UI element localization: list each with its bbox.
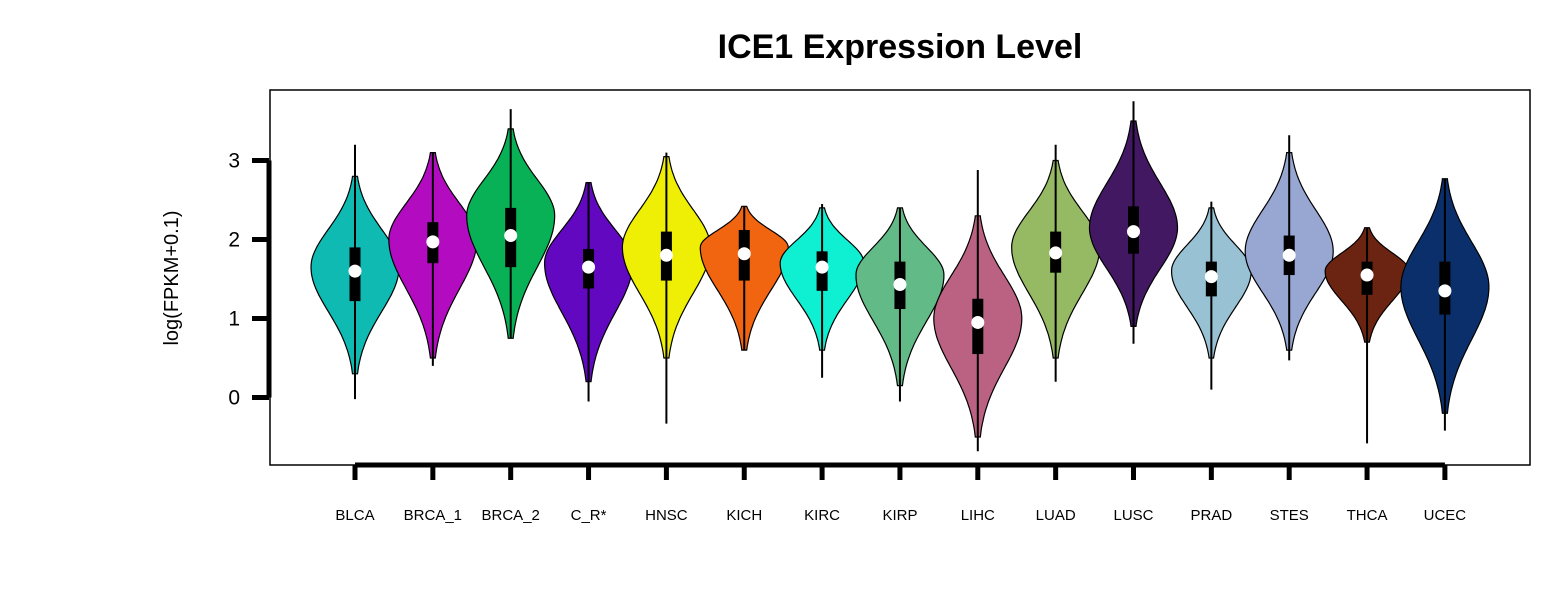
violin-median-point bbox=[582, 260, 596, 274]
chart-title: ICE1 Expression Level bbox=[718, 28, 1083, 66]
x-tick-label: THCA bbox=[1347, 507, 1388, 524]
violin-kich bbox=[699, 205, 789, 351]
x-tick-label: KIRP bbox=[882, 507, 917, 524]
violin-median-point bbox=[659, 248, 673, 262]
y-axis-label: log(FPKM+0.1) bbox=[161, 210, 183, 345]
violin-median-point bbox=[1127, 225, 1140, 239]
violin-median-point bbox=[971, 315, 985, 329]
x-tick-label: KIRC bbox=[804, 507, 840, 524]
violin-median-point bbox=[426, 235, 440, 249]
x-tick-label: LIHC bbox=[961, 507, 995, 524]
violin-median-point bbox=[348, 264, 362, 278]
violin-lihc bbox=[933, 169, 1023, 452]
y-tick-label: 2 bbox=[228, 229, 240, 252]
x-tick-label: STES bbox=[1270, 507, 1309, 524]
violin-ucec bbox=[1400, 178, 1490, 431]
violin-median-point bbox=[1360, 268, 1374, 282]
x-tick-label: LUSC bbox=[1113, 507, 1153, 524]
x-tick-label: UCEC bbox=[1424, 507, 1467, 524]
violin-luad bbox=[1011, 144, 1101, 382]
violin-kirp bbox=[855, 207, 945, 402]
violin-group bbox=[310, 101, 1490, 452]
x-axis: BLCA BRCA_1 BRCA_2 C_R* HNSC KICH KIRC KIRP LIHC… bbox=[335, 462, 1467, 524]
violin-median-point bbox=[1049, 246, 1063, 260]
x-tick-label: HNSC bbox=[645, 507, 688, 524]
x-tick-label: BLCA bbox=[335, 507, 374, 524]
violin-median-point bbox=[1282, 248, 1296, 262]
x-tick-label: BRCA_1 bbox=[404, 507, 462, 524]
y-tick-label: 3 bbox=[228, 150, 240, 173]
violin-median-point bbox=[1204, 270, 1218, 284]
violin-median-point bbox=[737, 247, 751, 261]
violin-hnsc bbox=[621, 152, 711, 424]
violin-stes bbox=[1244, 135, 1334, 361]
x-tick-label: BRCA_2 bbox=[482, 507, 540, 524]
x-tick-label: C_R* bbox=[571, 507, 607, 524]
violin-median-point bbox=[1438, 284, 1452, 298]
y-axis: 0 1 2 3 bbox=[228, 150, 272, 410]
violin-prad bbox=[1171, 201, 1252, 390]
x-tick-label: KICH bbox=[726, 507, 762, 524]
violin-blca bbox=[310, 144, 400, 400]
x-tick-label: LUAD bbox=[1036, 507, 1076, 524]
violin-brca-2 bbox=[466, 109, 556, 339]
y-tick-label: 0 bbox=[228, 387, 240, 410]
violin-kirc bbox=[779, 203, 865, 378]
violin-brca-1 bbox=[388, 152, 478, 366]
violin-lusc bbox=[1088, 101, 1179, 344]
violin-median-point bbox=[504, 229, 518, 243]
violin-c-r- bbox=[544, 182, 634, 402]
y-tick-label: 1 bbox=[228, 308, 240, 331]
x-tick-label: PRAD bbox=[1191, 507, 1233, 524]
violin-median-point bbox=[815, 260, 829, 274]
violin-median-point bbox=[893, 278, 907, 292]
violin-thca bbox=[1324, 227, 1410, 444]
